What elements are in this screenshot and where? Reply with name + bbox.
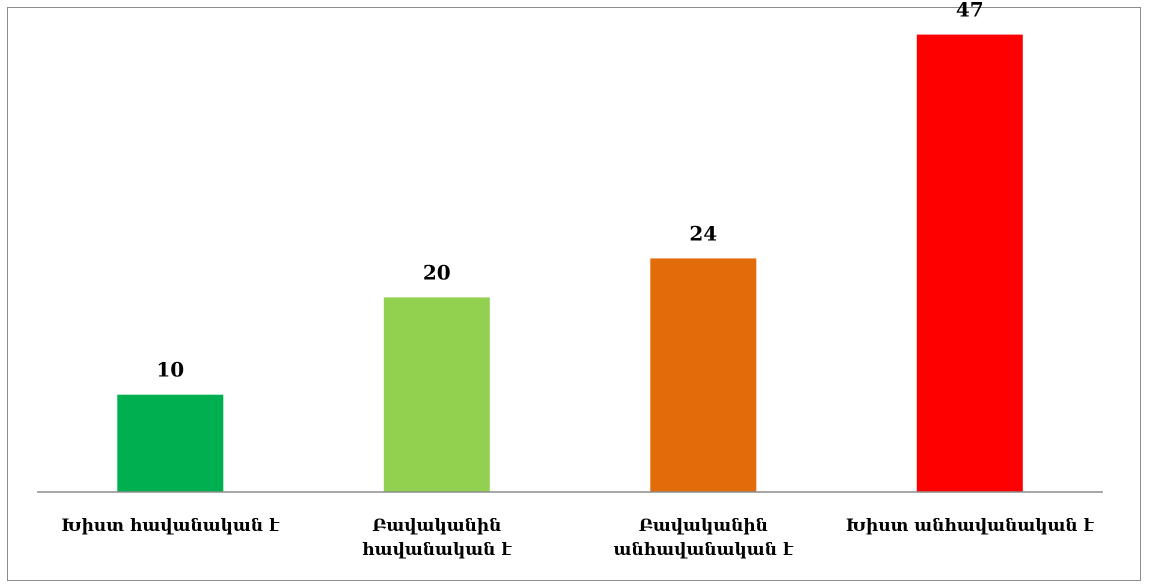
category-label-4: Խիստ անհավանական է <box>846 516 1095 536</box>
data-label-2: 20 <box>423 260 451 284</box>
category-label-line: հավանական է <box>362 540 512 560</box>
category-label-3: Բավականին անհավանական է <box>614 516 794 560</box>
bar-2 <box>383 297 490 492</box>
category-label-1: Խիստ հավանական է <box>61 516 280 536</box>
bar-3 <box>650 258 757 492</box>
category-label-line: Բավականին <box>372 516 501 536</box>
data-label-1: 10 <box>156 358 184 382</box>
category-labels-group: Խիստ հավանական է Բավականին հավանական էԲավա… <box>61 516 1094 560</box>
data-labels-group: 10 20 24 47 <box>156 0 983 382</box>
category-label-line: Խիստ հավանական է <box>61 516 280 536</box>
data-label-3: 24 <box>689 221 717 245</box>
bar-4 <box>916 34 1023 492</box>
bars-group <box>117 34 1023 492</box>
category-label-line: անհավանական է <box>614 540 794 560</box>
category-label-line: Խիստ անհավանական է <box>846 516 1095 536</box>
category-label-2: Բավականին հավանական է <box>362 516 512 560</box>
bar-1 <box>117 394 224 492</box>
data-label-4: 47 <box>956 0 984 22</box>
category-label-line: Բավականին <box>639 516 768 536</box>
